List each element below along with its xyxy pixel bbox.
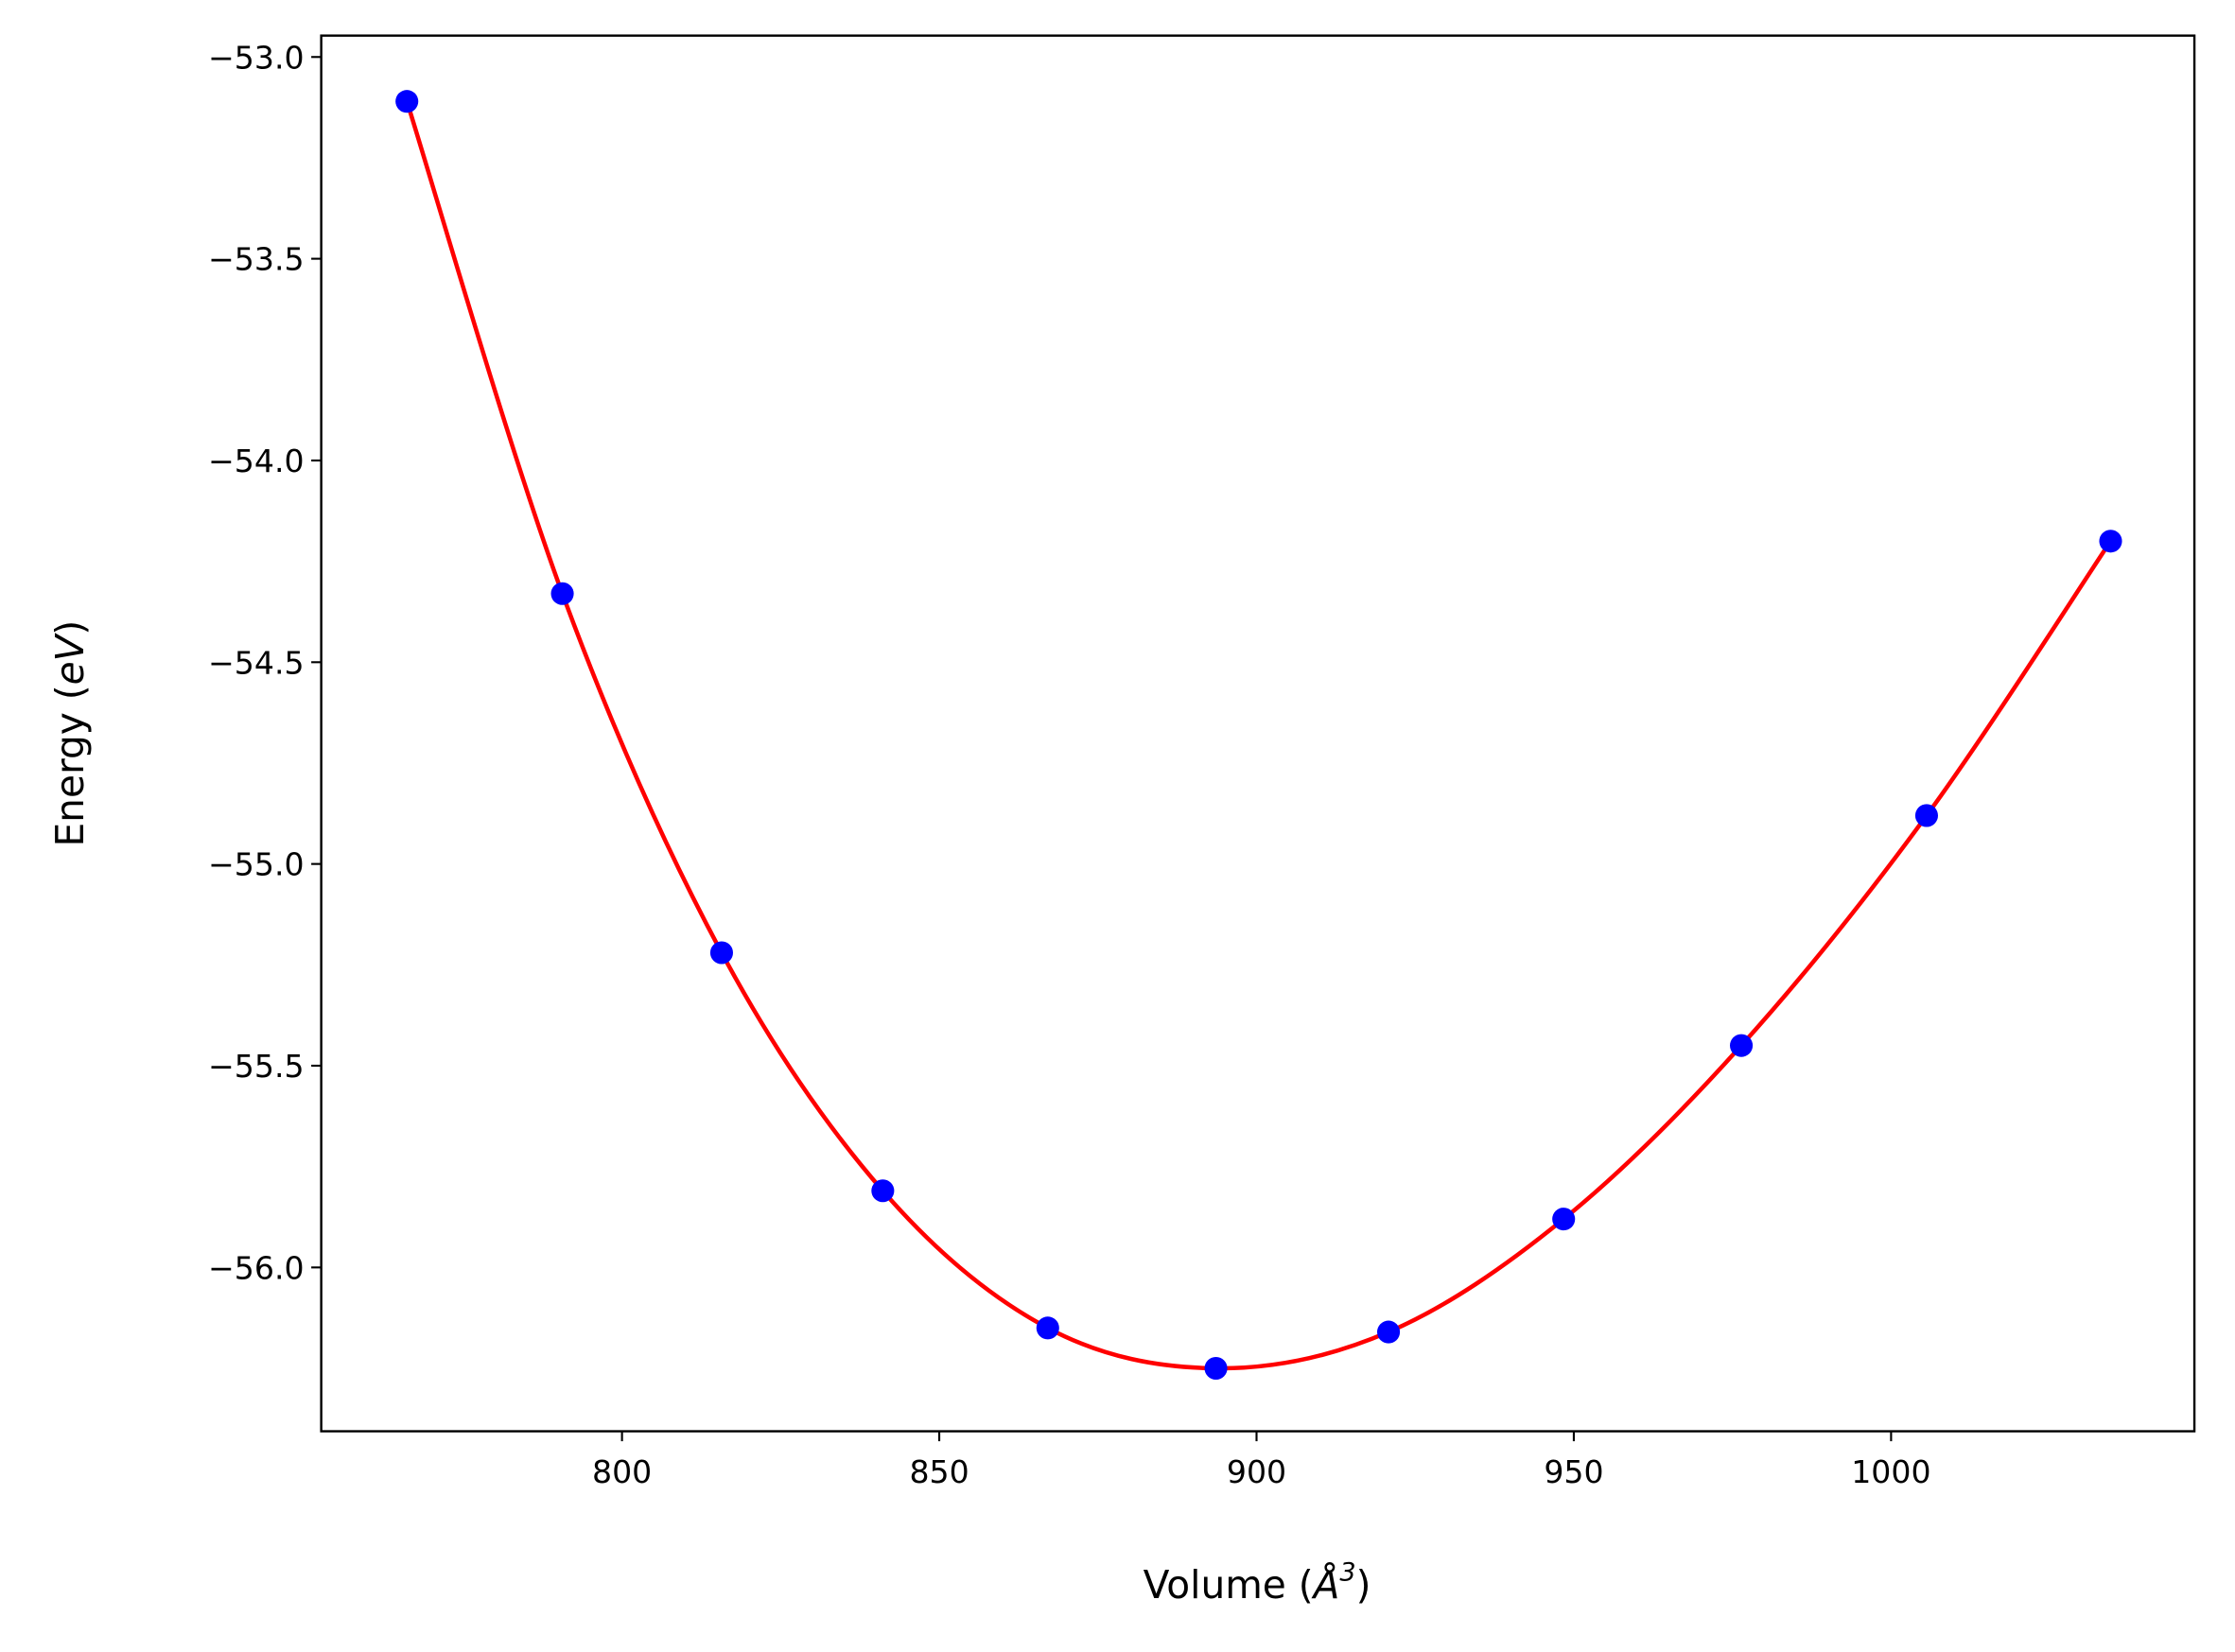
data-point (1914, 804, 1938, 827)
x-tick-label: 950 (1544, 1453, 1603, 1490)
fit-line (405, 100, 2113, 1371)
y-tick-label: −56.0 (208, 1249, 305, 1286)
x-axis-ticks: 800 850 900 950 1000 (592, 1431, 1931, 1490)
y-tick-label: −53.5 (208, 241, 305, 278)
y-tick-label: −54.5 (208, 644, 305, 681)
data-point (1730, 1034, 1754, 1057)
x-axis-label: Volume (Å3) (1144, 1558, 1371, 1608)
data-point (395, 90, 419, 113)
y-tick-label: −55.0 (208, 846, 305, 883)
y-tick-label: −55.5 (208, 1048, 305, 1085)
fit-curve-layer (405, 100, 2113, 1371)
y-tick-label: −53.0 (208, 39, 305, 76)
data-point (2099, 530, 2122, 553)
data-point (871, 1179, 895, 1203)
data-point (1376, 1320, 1401, 1344)
plot-frame (320, 34, 2196, 1433)
x-tick-label: 850 (909, 1453, 969, 1490)
data-point (550, 582, 574, 605)
data-point (709, 941, 733, 965)
x-tick-label: 800 (592, 1453, 652, 1490)
y-axis-label: Energy (eV) (47, 620, 93, 847)
data-point (1204, 1356, 1228, 1381)
data-point (1036, 1316, 1059, 1340)
x-tick-label: 900 (1227, 1453, 1286, 1490)
y-tick-label: −54.0 (208, 443, 305, 479)
data-point (1552, 1208, 1576, 1231)
x-tick-label: 1000 (1851, 1453, 1930, 1490)
y-axis-ticks: −53.0 −53.5 −54.0 −54.5 −55.0 −55.5 −56.0 (208, 39, 322, 1286)
data-points-layer (395, 90, 2122, 1381)
